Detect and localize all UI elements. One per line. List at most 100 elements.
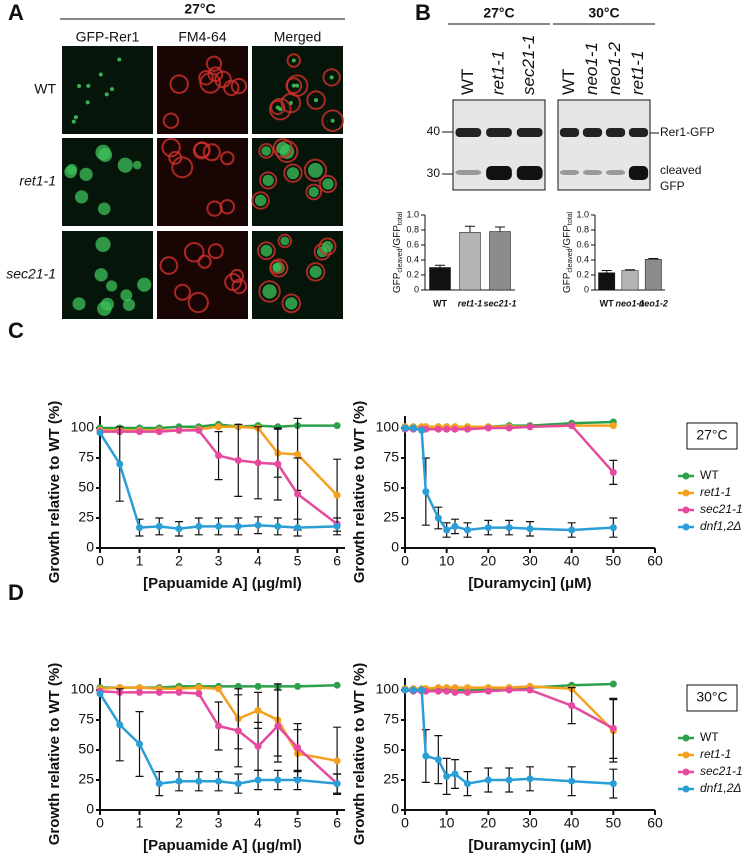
band-label: cleaved xyxy=(660,163,701,177)
point xyxy=(333,757,341,765)
cell xyxy=(321,240,334,253)
cell xyxy=(285,77,303,94)
point xyxy=(609,468,617,476)
y-tick-label: 100 xyxy=(71,419,95,435)
y-tick-label: 1.0 xyxy=(406,209,419,219)
point xyxy=(234,522,242,530)
x-tick-label: 0 xyxy=(96,553,104,569)
point xyxy=(505,524,513,532)
band xyxy=(628,128,649,137)
y-axis-label-part: /GFP xyxy=(392,225,403,249)
point xyxy=(294,776,302,784)
point xyxy=(254,459,262,467)
lane-label: ret1-1 xyxy=(628,51,647,95)
point xyxy=(215,722,223,730)
x-tick-label: 2 xyxy=(175,815,183,831)
lane-label: sec21-1 xyxy=(519,35,538,95)
y-tick-label: 1.0 xyxy=(576,209,589,219)
y-tick-label: 0.2 xyxy=(576,269,589,279)
x-tick-label: 0 xyxy=(401,553,409,569)
x-tick-label: 20 xyxy=(481,553,497,569)
x-tick-label: 60 xyxy=(647,815,663,831)
point xyxy=(609,680,617,688)
lane-label: neo1-1 xyxy=(582,42,601,95)
y-axis-label: GFPcleaved/GFPtotal xyxy=(392,211,404,293)
point xyxy=(484,424,492,432)
point xyxy=(333,522,341,530)
x-tick-label: 40 xyxy=(564,815,580,831)
y-tick-label: 50 xyxy=(383,741,399,757)
cell xyxy=(231,278,248,295)
y-axis-label: Growth relative to WT (%) xyxy=(46,401,63,584)
x-tick-label: 6 xyxy=(333,815,341,831)
band xyxy=(628,166,649,180)
cell xyxy=(192,141,211,160)
point xyxy=(434,756,442,764)
cell xyxy=(314,98,319,103)
point xyxy=(136,428,144,436)
y-axis-label-part: GFP xyxy=(562,272,573,293)
cell xyxy=(276,141,290,155)
cell xyxy=(303,158,328,182)
x-axis-label: [Papuamide A] (μg/ml) xyxy=(143,575,302,592)
cell xyxy=(159,256,179,275)
cell xyxy=(256,241,276,261)
point xyxy=(195,777,203,785)
point xyxy=(418,426,426,434)
y-axis-label: Growth relative to WT (%) xyxy=(351,401,368,584)
cell xyxy=(169,74,189,94)
bar xyxy=(621,270,639,291)
cell xyxy=(183,241,205,263)
cell xyxy=(187,291,209,314)
x-tick-label: 60 xyxy=(647,553,663,569)
micrograph xyxy=(252,46,343,134)
y-tick-label: 0.4 xyxy=(406,254,419,264)
point xyxy=(195,684,203,692)
lane-label: ret1-1 xyxy=(488,51,507,95)
legend-box xyxy=(686,422,738,450)
cell xyxy=(162,112,180,129)
x-tick-label: 1 xyxy=(136,815,144,831)
point xyxy=(136,684,144,692)
band xyxy=(559,170,580,175)
cell xyxy=(272,138,293,159)
point xyxy=(136,524,144,532)
cell xyxy=(199,72,222,94)
y-tick-label: 25 xyxy=(78,509,94,525)
x-tick-label: 30 xyxy=(522,815,538,831)
y-tick-label: 0.8 xyxy=(576,224,589,234)
point xyxy=(294,490,302,498)
point xyxy=(136,688,144,696)
cell xyxy=(94,268,108,282)
point xyxy=(136,740,144,748)
cell xyxy=(72,297,86,311)
lane-label: WT xyxy=(559,69,578,95)
y-axis-label-part: cleaved xyxy=(567,248,574,272)
y-tick-label: 50 xyxy=(78,479,94,495)
x-tick-label: 10 xyxy=(439,553,455,569)
error-bar xyxy=(435,264,445,268)
y-tick-label: 75 xyxy=(78,711,94,727)
cell xyxy=(97,202,111,216)
cell xyxy=(86,83,91,88)
error-bar xyxy=(601,270,612,273)
band xyxy=(486,166,512,180)
point xyxy=(484,687,492,695)
point xyxy=(234,727,242,735)
point xyxy=(464,780,471,788)
y-tick-label: 25 xyxy=(78,771,94,787)
point xyxy=(434,514,442,522)
cell xyxy=(277,233,293,249)
y-tick-label: 0.6 xyxy=(406,239,419,249)
x-tick-label: 0 xyxy=(401,815,409,831)
point xyxy=(422,488,430,496)
cell xyxy=(283,163,303,183)
cell xyxy=(305,183,323,201)
y-tick-label: 100 xyxy=(376,681,400,697)
point xyxy=(418,686,426,694)
point xyxy=(443,687,451,695)
point xyxy=(234,682,242,690)
cell xyxy=(132,160,142,170)
legend-title: 30°C xyxy=(696,689,727,705)
